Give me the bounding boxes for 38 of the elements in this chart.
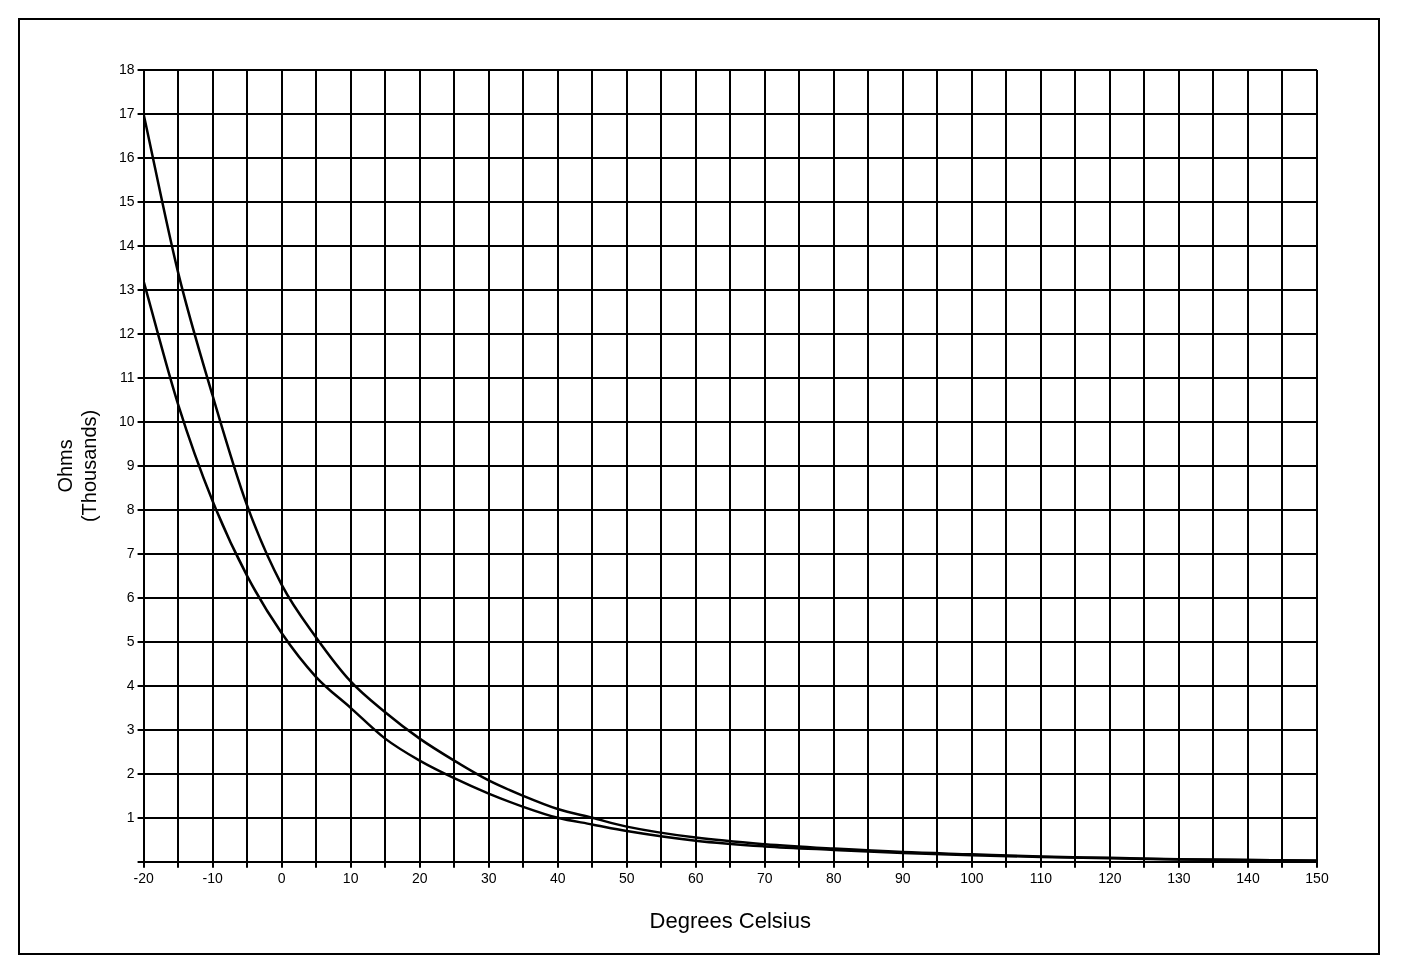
x-tick-label: 30 [480, 870, 497, 887]
x-tick-label: 100 [960, 870, 984, 887]
x-tick-label: 10 [342, 870, 359, 887]
x-tick-label: -10 [202, 870, 223, 887]
y-tick-label: 6 [126, 588, 135, 605]
y-tick-label: 4 [126, 676, 135, 693]
y-tick-label: 1 [126, 808, 135, 825]
y-tick-label: 17 [118, 104, 135, 121]
x-tick-label: 20 [411, 870, 428, 887]
x-tick-label: 150 [1305, 870, 1329, 887]
y-tick-label: 18 [118, 60, 135, 77]
x-tick-label: 0 [277, 870, 286, 887]
y-tick-label: 9 [126, 456, 135, 473]
y-tick-label: 5 [126, 632, 135, 649]
x-tick-label: 40 [549, 870, 566, 887]
x-tick-label: 120 [1098, 870, 1122, 887]
y-tick-label: 13 [118, 280, 135, 297]
x-tick-label: 80 [826, 870, 842, 887]
y-tick-label: 11 [120, 368, 135, 385]
y-tick-label: 2 [126, 764, 135, 781]
x-tick-label: 90 [895, 870, 911, 887]
x-tick-label: 70 [757, 870, 773, 887]
y-tick-label: 16 [118, 148, 135, 165]
x-axis-title: Degrees Celsius [649, 907, 811, 933]
x-tick-label: 130 [1167, 870, 1191, 887]
x-tick-label: 60 [687, 870, 704, 887]
y-tick-label: 15 [118, 192, 135, 209]
y-axis-title: Ohms (Thousands) [53, 409, 100, 523]
x-tick-label: 50 [618, 870, 635, 887]
y-tick-label: 3 [126, 720, 135, 737]
x-tick-label: -20 [133, 870, 154, 887]
x-tick-label: 140 [1236, 870, 1260, 887]
y-tick-label: 12 [118, 324, 135, 341]
x-tick-label: 110 [1029, 870, 1053, 887]
y-tick-label: 10 [118, 412, 135, 429]
y-tick-label: 7 [126, 544, 135, 561]
y-tick-label: 8 [126, 500, 135, 517]
y-tick-label: 14 [118, 236, 135, 253]
